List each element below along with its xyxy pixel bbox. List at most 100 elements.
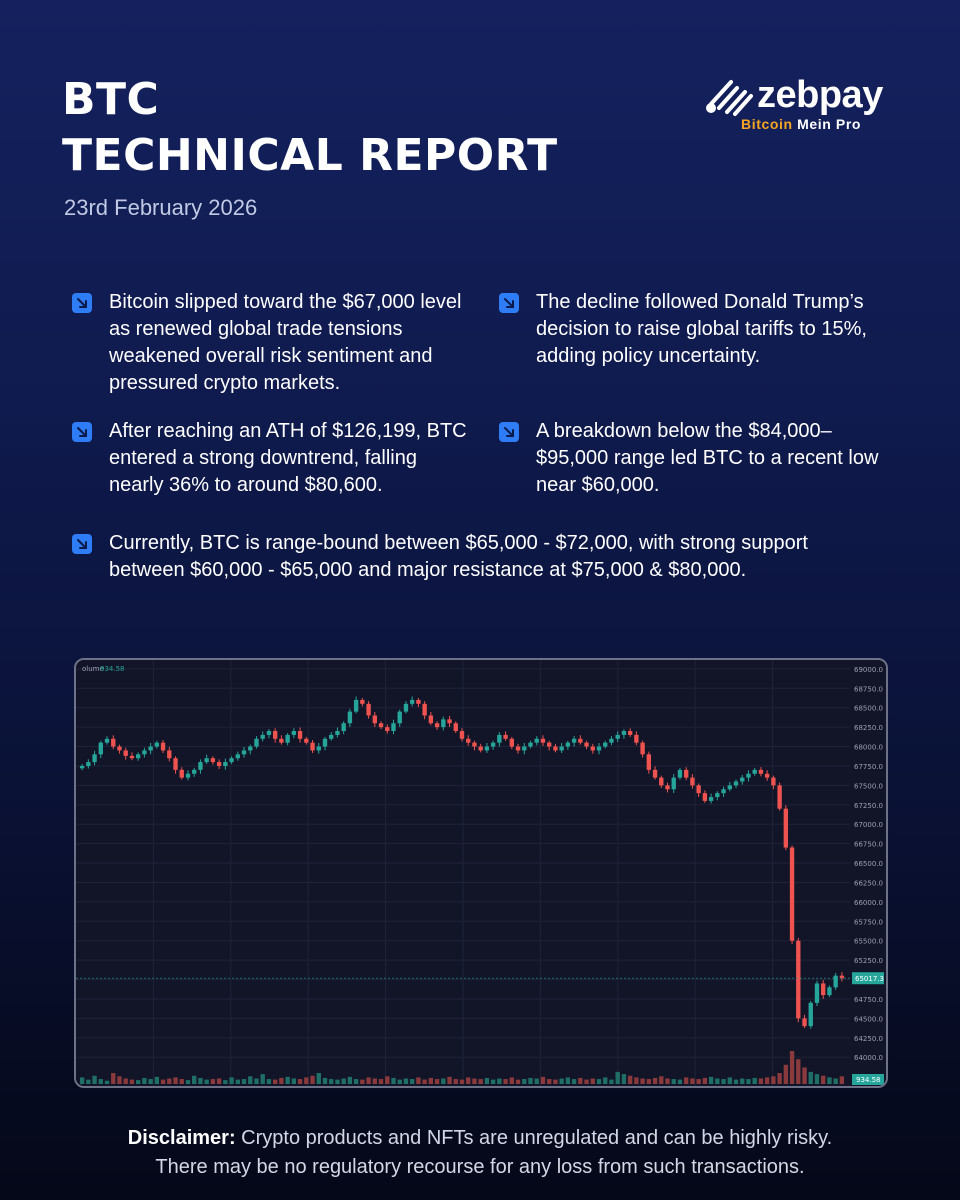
report-title: BTC TECHNICAL REPORT xyxy=(62,72,558,184)
bullet-text: The decline followed Donald Trump’s deci… xyxy=(536,291,867,367)
y-tick-label: 66750.0 xyxy=(854,841,883,849)
y-tick-label: 65500.0 xyxy=(854,938,883,946)
volume-bar xyxy=(347,1076,353,1084)
candle-body xyxy=(796,940,801,1019)
candle-body xyxy=(615,734,620,739)
volume-legend-value: 934.58 xyxy=(100,665,125,673)
volume-bar xyxy=(677,1079,683,1084)
volume-bar xyxy=(104,1080,110,1084)
volume-bar xyxy=(441,1078,446,1084)
volume-bar xyxy=(758,1078,764,1084)
volume-bar xyxy=(621,1074,627,1084)
candle-body xyxy=(347,711,353,724)
candle-body xyxy=(484,746,490,751)
volume-bar xyxy=(154,1076,160,1084)
volume-bar xyxy=(167,1078,172,1084)
brand-tagline: Bitcoin Mein Pro xyxy=(741,116,861,132)
candle-body xyxy=(254,738,259,747)
arrow-down-right-icon xyxy=(499,422,519,442)
bullet-item: After reaching an ATH of $126,199, BTC e… xyxy=(72,418,472,499)
candle-body xyxy=(603,742,608,747)
volume-bar xyxy=(571,1079,577,1084)
candle-body xyxy=(316,746,321,751)
candle-body xyxy=(466,738,471,743)
y-tick-label: 65750.0 xyxy=(854,918,883,926)
candle-body xyxy=(789,847,795,941)
candle-body xyxy=(584,742,589,747)
candle-body xyxy=(279,738,284,743)
volume-bar xyxy=(528,1077,533,1084)
candle-body xyxy=(522,746,527,751)
candle-body xyxy=(621,731,627,735)
volume-bar xyxy=(789,1051,795,1084)
volume-bar xyxy=(86,1079,91,1084)
volume-bar xyxy=(422,1079,427,1084)
candle-body xyxy=(185,773,191,778)
volume-bar xyxy=(260,1074,265,1084)
volume-bar xyxy=(584,1079,589,1084)
candle-body xyxy=(285,734,290,743)
candle-body xyxy=(391,723,396,732)
candle-body xyxy=(210,758,216,763)
volume-bar xyxy=(659,1076,664,1084)
candle-body xyxy=(646,754,652,770)
candle-body xyxy=(248,746,253,751)
volume-bar xyxy=(210,1079,216,1084)
candle-body xyxy=(472,742,477,747)
candle-body xyxy=(310,742,315,751)
volume-bar xyxy=(715,1078,720,1084)
volume-legend-label: olume xyxy=(82,665,104,673)
candle-body xyxy=(758,769,764,774)
volume-bar xyxy=(802,1067,807,1084)
volume-bar xyxy=(254,1078,259,1084)
volume-bar xyxy=(310,1075,315,1084)
volume-bar xyxy=(634,1077,639,1084)
volume-bar xyxy=(459,1079,465,1084)
candle-body xyxy=(783,808,789,848)
volume-bar xyxy=(366,1077,371,1084)
candle-body xyxy=(733,781,739,786)
volume-bar xyxy=(833,1078,838,1084)
candle-body xyxy=(154,742,160,747)
candle-body xyxy=(590,746,595,751)
volume-bar xyxy=(553,1079,558,1084)
candle-body xyxy=(690,777,695,786)
candle-body xyxy=(708,797,714,801)
candle-body xyxy=(117,746,122,751)
bullet-text: Currently, BTC is range-bound between $6… xyxy=(109,532,808,581)
volume-bar xyxy=(235,1079,240,1084)
volume-bar xyxy=(135,1080,141,1084)
y-tick-label: 65250.0 xyxy=(854,957,883,965)
candle-body xyxy=(752,769,757,774)
candle-body xyxy=(204,758,209,763)
candle-body xyxy=(565,742,571,747)
y-tick-label: 66250.0 xyxy=(854,879,883,887)
candle-body xyxy=(385,727,390,732)
volume-bar xyxy=(752,1077,757,1084)
tagline-part-1: Bitcoin xyxy=(741,116,793,132)
volume-bar xyxy=(453,1079,458,1084)
candle-body xyxy=(453,723,458,732)
candle-body xyxy=(241,750,247,755)
volume-bar xyxy=(547,1079,552,1084)
volume-bar xyxy=(783,1064,789,1084)
volume-bar xyxy=(665,1078,670,1084)
candle-body xyxy=(409,699,415,704)
volume-bar xyxy=(241,1079,247,1084)
volume-bar xyxy=(79,1077,85,1084)
volume-bar xyxy=(609,1079,614,1084)
price-chart[interactable]: 69000.0 68750.0 68500.0 68250.0 68000.0 67750… xyxy=(74,658,888,1088)
candle-body xyxy=(335,731,340,735)
volume-bar xyxy=(92,1075,97,1084)
candle-body xyxy=(192,769,197,774)
volume-bar xyxy=(740,1078,745,1084)
volume-bar xyxy=(142,1077,147,1084)
candle-body xyxy=(659,777,664,786)
volume-bar xyxy=(111,1073,116,1084)
candle-body xyxy=(609,738,614,743)
volume-bar xyxy=(291,1078,297,1084)
volume-bar xyxy=(329,1079,334,1084)
volume-bar xyxy=(403,1078,409,1084)
volume-bar xyxy=(540,1076,546,1084)
volume-bar xyxy=(702,1077,708,1084)
